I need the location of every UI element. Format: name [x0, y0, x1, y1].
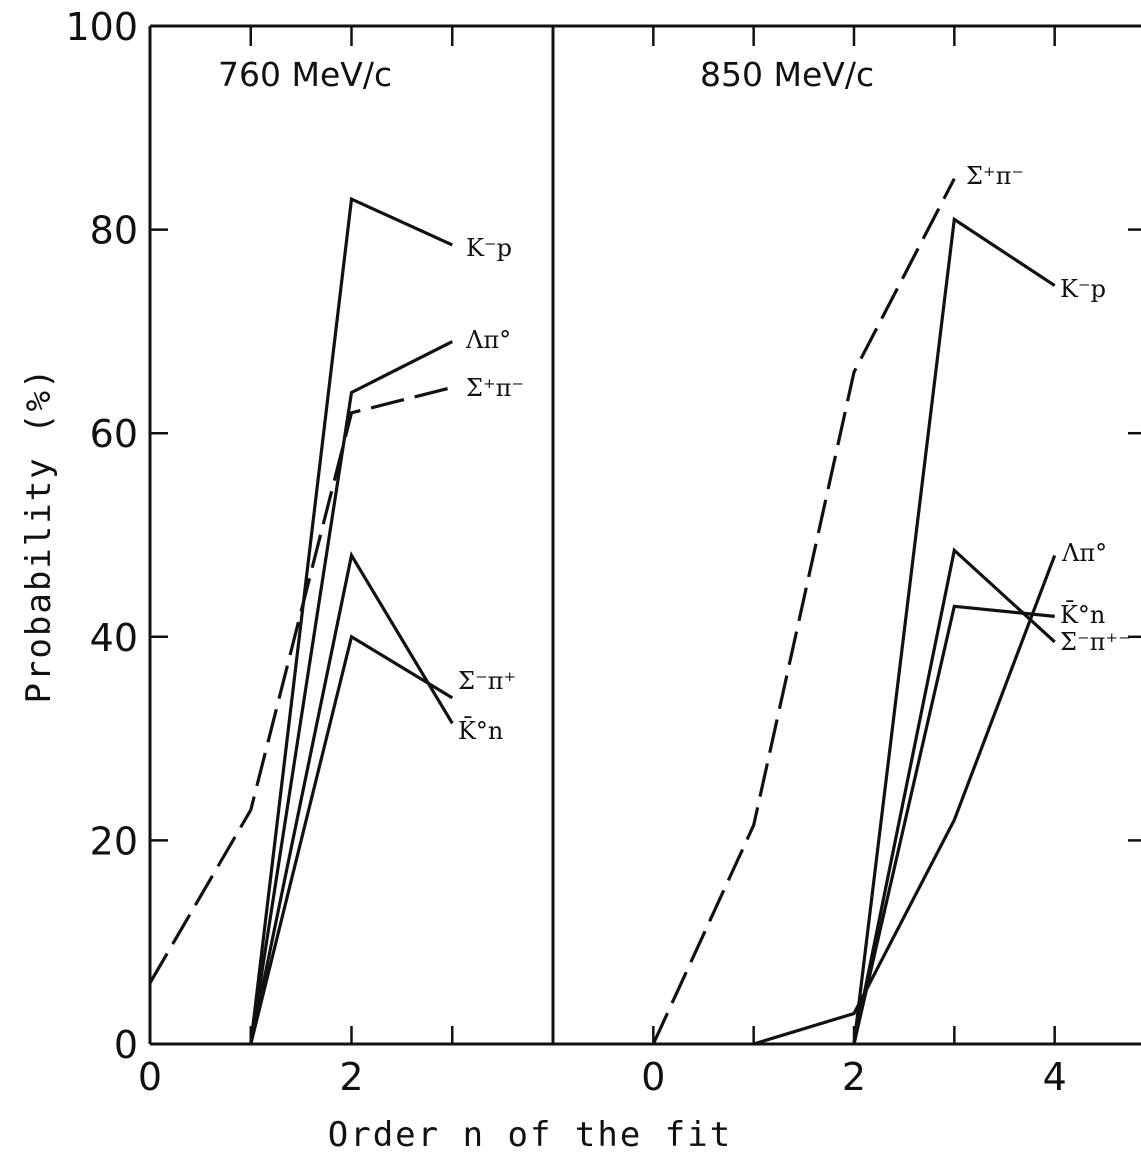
x-axis-label: Order n of the fit: [328, 1115, 732, 1155]
left-series-group: [148, 196, 454, 1045]
y-tick-label: 60: [90, 412, 138, 456]
left-series-line-0: [148, 385, 453, 984]
left-label-k0n: K̄°n: [458, 717, 503, 745]
right-label-lambda: Λπ°: [1061, 539, 1107, 567]
right-series-line-3: [852, 547, 1056, 1045]
chart-frame: [148, 24, 1141, 1046]
right-label-sigma-minus: Σ⁻π⁺⁻: [1060, 628, 1131, 656]
left-label-kp: K⁻p: [466, 234, 512, 262]
y-tick-label: 20: [90, 819, 138, 863]
left-label-lambda: Λπ°: [465, 326, 511, 354]
left-panel-title: 760 MeV/c: [218, 55, 392, 94]
x-tick-label: 4: [1043, 1055, 1067, 1099]
left-panel: 760 MeV/c K⁻p Λπ° Σ⁺π⁻ Σ⁻π⁺ K̄°n: [148, 55, 524, 1045]
left-series-line-4: [249, 634, 454, 1045]
y-tick-label: 0: [114, 1023, 138, 1067]
right-series-group: [651, 177, 1057, 1046]
left-series-line-1: [249, 196, 453, 1045]
right-panel-title: 850 MeV/c: [700, 55, 874, 94]
right-label-sigma-plus: Σ⁺π⁻: [966, 162, 1024, 190]
y-tick-label: 100: [65, 5, 138, 49]
right-series-line-0: [651, 177, 956, 1045]
right-label-k0n: K̄°n: [1060, 601, 1105, 629]
y-tick-label: 40: [90, 616, 138, 660]
left-label-sigma-minus: Σ⁻π⁺: [458, 667, 516, 695]
x-tick-label: 2: [339, 1055, 363, 1099]
left-label-sigma-plus: Σ⁺π⁻: [466, 374, 524, 402]
x-tick-label: 0: [641, 1055, 665, 1099]
left-series-line-3: [249, 551, 454, 1045]
right-series-line-1: [852, 216, 1056, 1045]
x-tick-label: 0: [138, 1055, 162, 1099]
right-label-kp: K⁻p: [1060, 275, 1106, 303]
right-series-line-2: [753, 554, 1057, 1046]
right-panel: 850 MeV/c Σ⁺π⁻ K⁻p Λπ° K̄°n Σ⁻π⁺⁻: [651, 55, 1131, 1046]
left-series-line-2: [249, 340, 454, 1045]
x-tick-label: 2: [842, 1055, 866, 1099]
y-axis-label: Probability (%): [19, 366, 59, 703]
y-tick-label: 80: [90, 209, 138, 253]
right-series-line-4: [852, 604, 1055, 1045]
